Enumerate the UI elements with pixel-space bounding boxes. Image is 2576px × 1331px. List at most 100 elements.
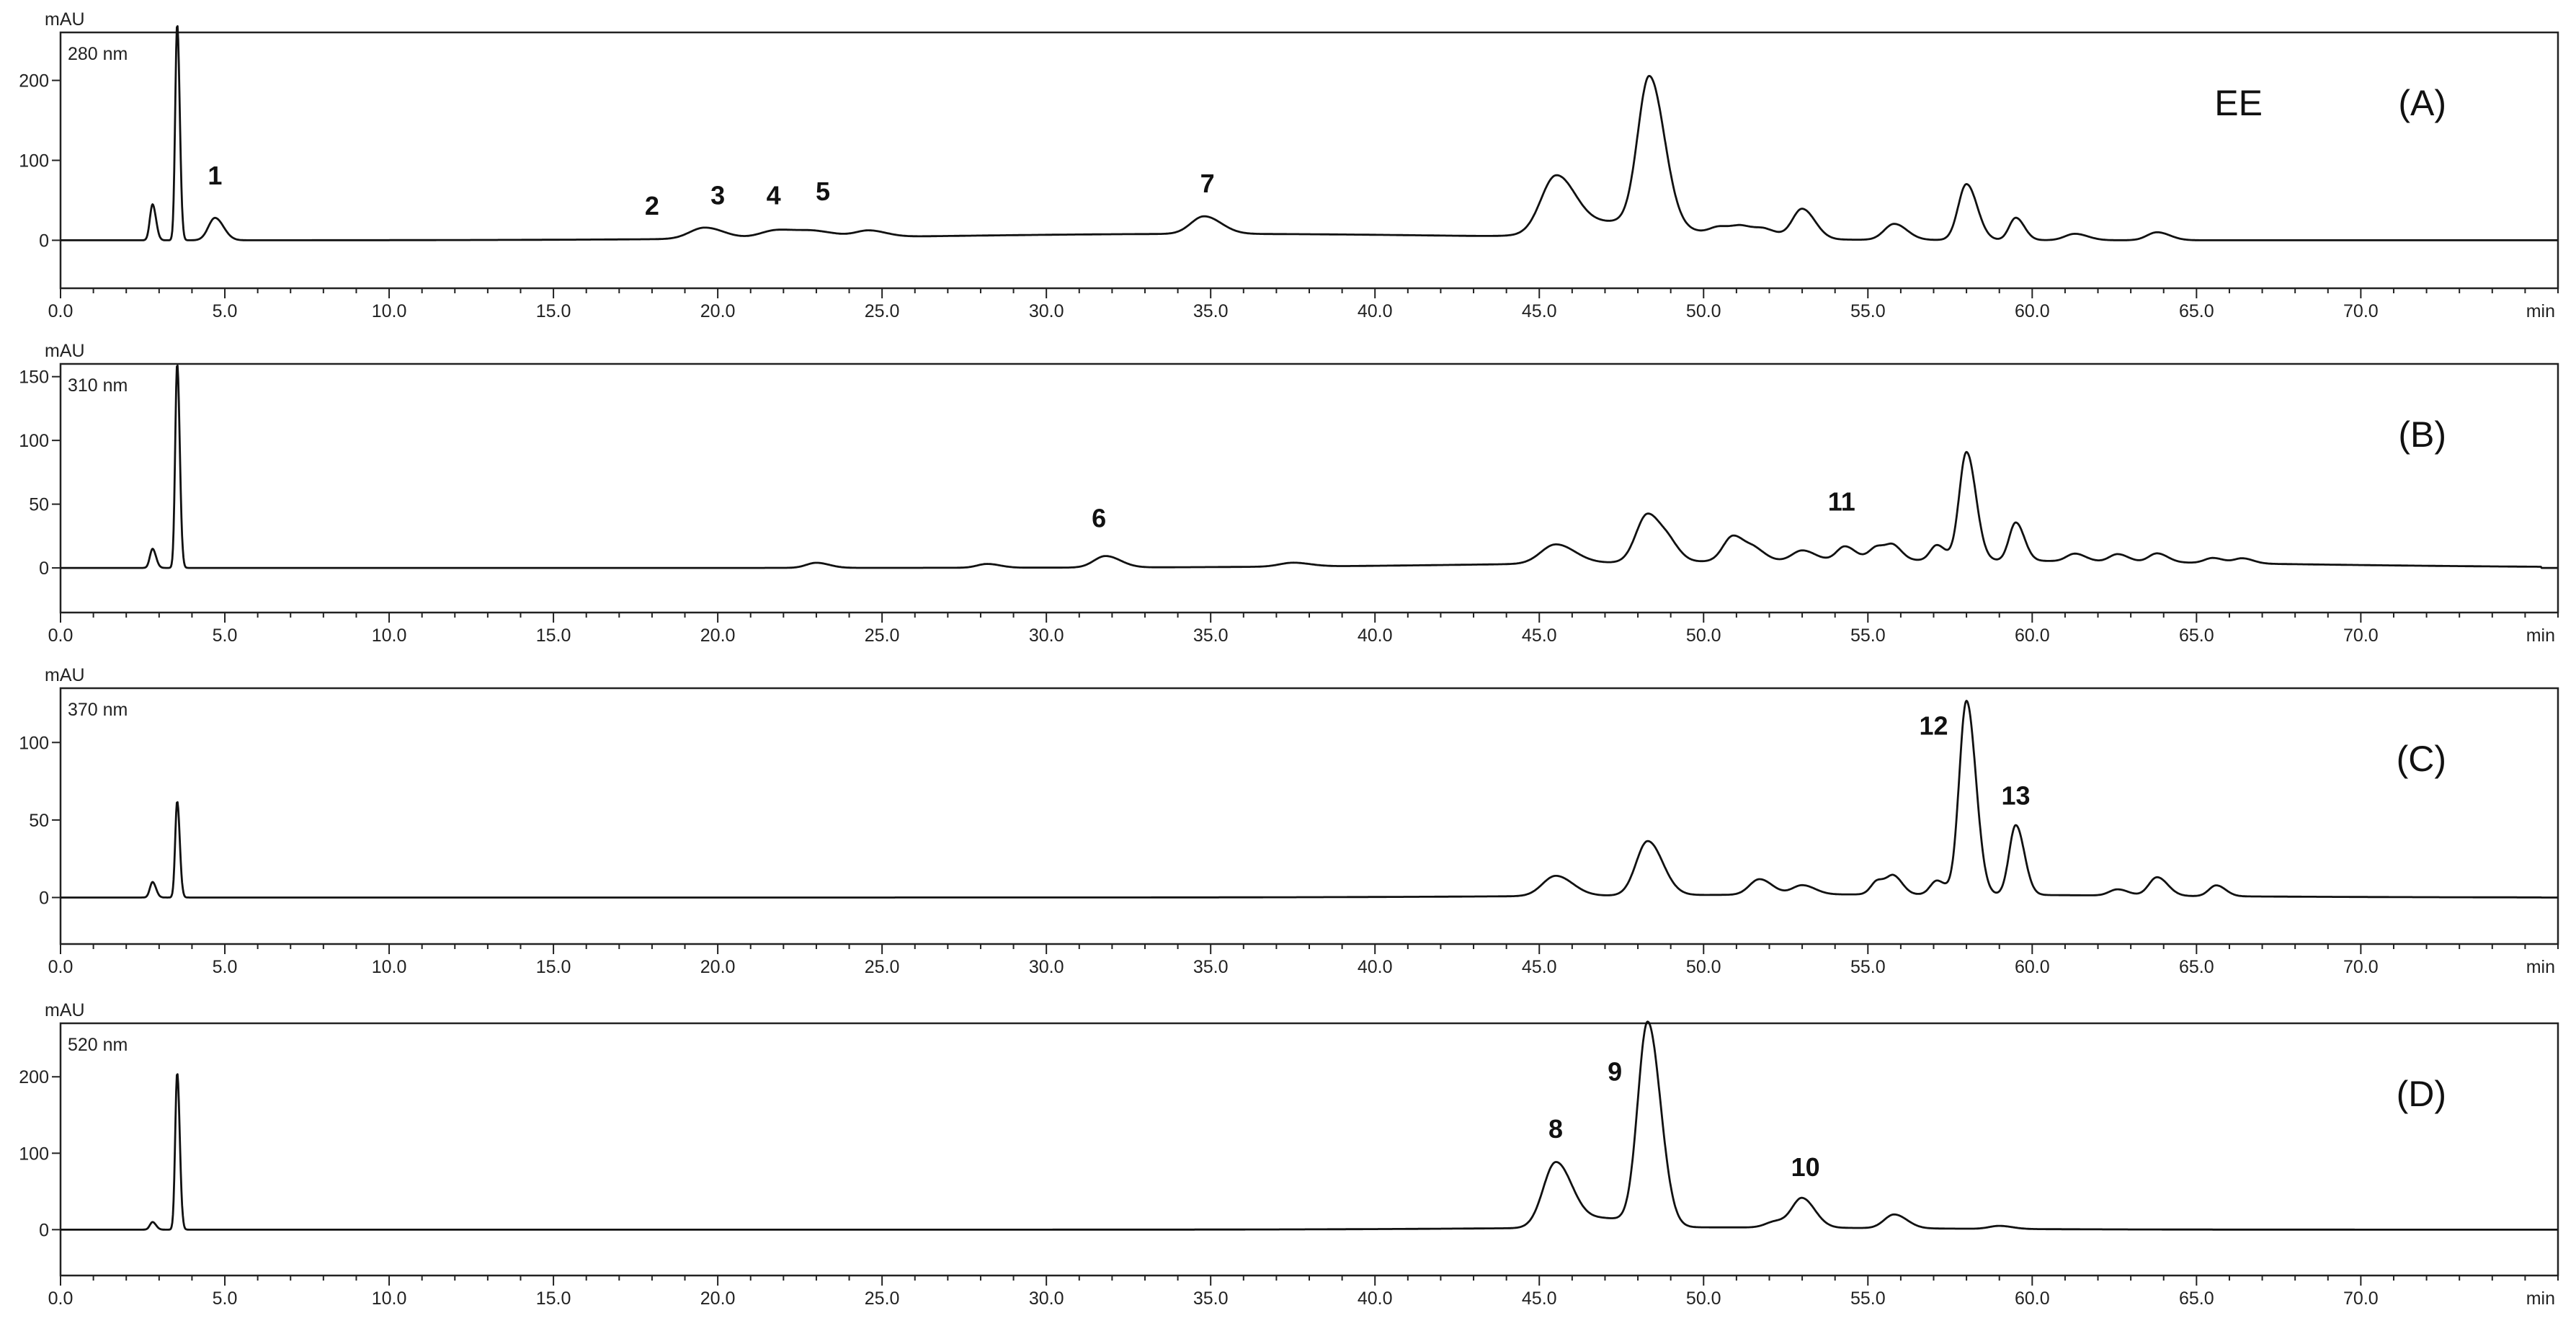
x-tick-label: 55.0 — [1850, 957, 1886, 977]
peak-label-11: 11 — [1828, 486, 1855, 516]
y-tick-label: 0 — [39, 558, 49, 579]
x-tick-label: 35.0 — [1193, 957, 1229, 977]
x-tick-label: 50.0 — [1686, 1288, 1721, 1309]
x-tick-label: 35.0 — [1193, 301, 1229, 321]
x-tick-label: 0.0 — [48, 301, 73, 321]
x-tick-label: 70.0 — [2343, 626, 2379, 646]
peak-label-9: 9 — [1608, 1057, 1622, 1087]
y-tick-label: 100 — [19, 151, 49, 172]
x-tick-label: 50.0 — [1686, 626, 1721, 646]
x-tick-label: 55.0 — [1850, 626, 1886, 646]
x-tick-label: 10.0 — [372, 301, 407, 321]
x-tick-label: 20.0 — [700, 957, 736, 977]
x-tick-label: 45.0 — [1522, 626, 1557, 646]
x-tick-label: 15.0 — [536, 301, 571, 321]
peak-label-1: 1 — [208, 161, 222, 190]
y-tick-label: 150 — [19, 368, 49, 388]
peak-label-3: 3 — [710, 181, 725, 210]
x-tick-label: 60.0 — [2015, 1288, 2050, 1309]
x-tick-label: 10.0 — [372, 957, 407, 977]
x-tick-label: 65.0 — [2179, 301, 2214, 321]
x-tick-label: 45.0 — [1522, 1288, 1557, 1309]
peak-label-10: 10 — [1791, 1152, 1820, 1182]
chromatogram-trace — [60, 700, 2558, 899]
y-unit-label: mAU — [45, 665, 85, 685]
x-tick-label: 30.0 — [1029, 957, 1064, 977]
panel-label: (C) — [2397, 739, 2446, 779]
peak-label-5: 5 — [816, 177, 830, 206]
chromatogram-panel-b: mAU 310 nm 0 50 100 150 0.0 5.0 10.0 15.0 20.0 25.0… — [19, 341, 2559, 646]
x-tick-label: 40.0 — [1358, 626, 1393, 646]
x-tick-label: 5.0 — [213, 626, 238, 646]
x-tick-label: 25.0 — [865, 1288, 900, 1309]
chromatogram-panel-c: mAU 370 nm 0 50 100 0.0 5.0 10.0 15.0 20.0 25.0 30.… — [19, 665, 2559, 977]
x-tick-label: 10.0 — [372, 1288, 407, 1309]
peak-label-6: 6 — [1092, 503, 1106, 533]
x-tick-label: 35.0 — [1193, 626, 1229, 646]
x-tick-label: 50.0 — [1686, 301, 1721, 321]
x-tick-label: 25.0 — [865, 301, 900, 321]
x-unit-label: min — [2526, 626, 2555, 646]
x-tick-label: 65.0 — [2179, 957, 2214, 977]
x-tick-label: 55.0 — [1850, 301, 1886, 321]
x-tick-label: 5.0 — [213, 301, 238, 321]
x-tick-label: 20.0 — [700, 301, 736, 321]
y-tick-label: 100 — [19, 431, 49, 451]
x-tick-label: 65.0 — [2179, 626, 2214, 646]
x-unit-label: min — [2526, 1288, 2555, 1309]
x-tick-label: 70.0 — [2343, 1288, 2379, 1309]
plot-frame — [59, 31, 2559, 290]
x-tick-label: 25.0 — [865, 626, 900, 646]
x-tick-label: 50.0 — [1686, 957, 1721, 977]
peak-label-13: 13 — [2001, 780, 2030, 810]
x-tick-label: 5.0 — [213, 957, 238, 977]
y-tick-label: 50 — [29, 811, 49, 831]
y-tick-label: 0 — [39, 888, 49, 908]
chromatogram-trace — [60, 1020, 2558, 1231]
y-tick-label: 100 — [19, 733, 49, 753]
x-tick-label: 35.0 — [1193, 1288, 1229, 1309]
x-tick-label: 0.0 — [48, 626, 73, 646]
peak-label-2: 2 — [645, 191, 659, 221]
x-tick-label: 15.0 — [536, 1288, 571, 1309]
chromatogram-trace — [60, 364, 2558, 569]
x-tick-label: 15.0 — [536, 957, 571, 977]
x-tick-label: 70.0 — [2343, 957, 2379, 977]
x-tick-label: 30.0 — [1029, 301, 1064, 321]
y-tick-label: 100 — [19, 1144, 49, 1164]
y-unit-label: mAU — [45, 341, 85, 361]
x-tick-label: 10.0 — [372, 626, 407, 646]
panel-label: (D) — [2397, 1074, 2446, 1114]
peak-label-4: 4 — [767, 181, 781, 210]
y-tick-label: 50 — [29, 495, 49, 515]
x-tick-label: 40.0 — [1358, 301, 1393, 321]
peak-label-12: 12 — [1919, 711, 1948, 741]
x-tick-label: 20.0 — [700, 626, 736, 646]
x-tick-label: 60.0 — [2015, 957, 2050, 977]
x-tick-label: 70.0 — [2343, 301, 2379, 321]
x-tick-label: 5.0 — [213, 1288, 238, 1309]
x-tick-label: 0.0 — [48, 957, 73, 977]
sample-label: EE — [2214, 83, 2263, 123]
x-tick-label: 20.0 — [700, 1288, 736, 1309]
panel-label: (A) — [2398, 83, 2446, 123]
chromatogram-panel-d: mAU 520 nm 0 100 200 0.0 5.0 10.0 15.0 20.0 25.0 30… — [19, 1000, 2559, 1309]
x-tick-label: 0.0 — [48, 1288, 73, 1309]
plot-frame — [59, 1022, 2559, 1277]
y-tick-label: 200 — [19, 71, 49, 92]
y-tick-label: 200 — [19, 1067, 49, 1087]
x-tick-label: 45.0 — [1522, 301, 1557, 321]
x-tick-label: 40.0 — [1358, 957, 1393, 977]
peak-label-8: 8 — [1548, 1114, 1563, 1144]
x-unit-label: min — [2526, 957, 2555, 977]
wavelength-label: 280 nm — [68, 44, 128, 64]
x-tick-label: 60.0 — [2015, 301, 2050, 321]
wavelength-label: 310 nm — [68, 375, 128, 396]
peak-label-7: 7 — [1200, 169, 1215, 198]
x-tick-label: 40.0 — [1358, 1288, 1393, 1309]
plot-frame — [59, 687, 2559, 945]
x-tick-label: 30.0 — [1029, 1288, 1064, 1309]
x-tick-label: 45.0 — [1522, 957, 1557, 977]
y-tick-label: 0 — [39, 231, 49, 251]
